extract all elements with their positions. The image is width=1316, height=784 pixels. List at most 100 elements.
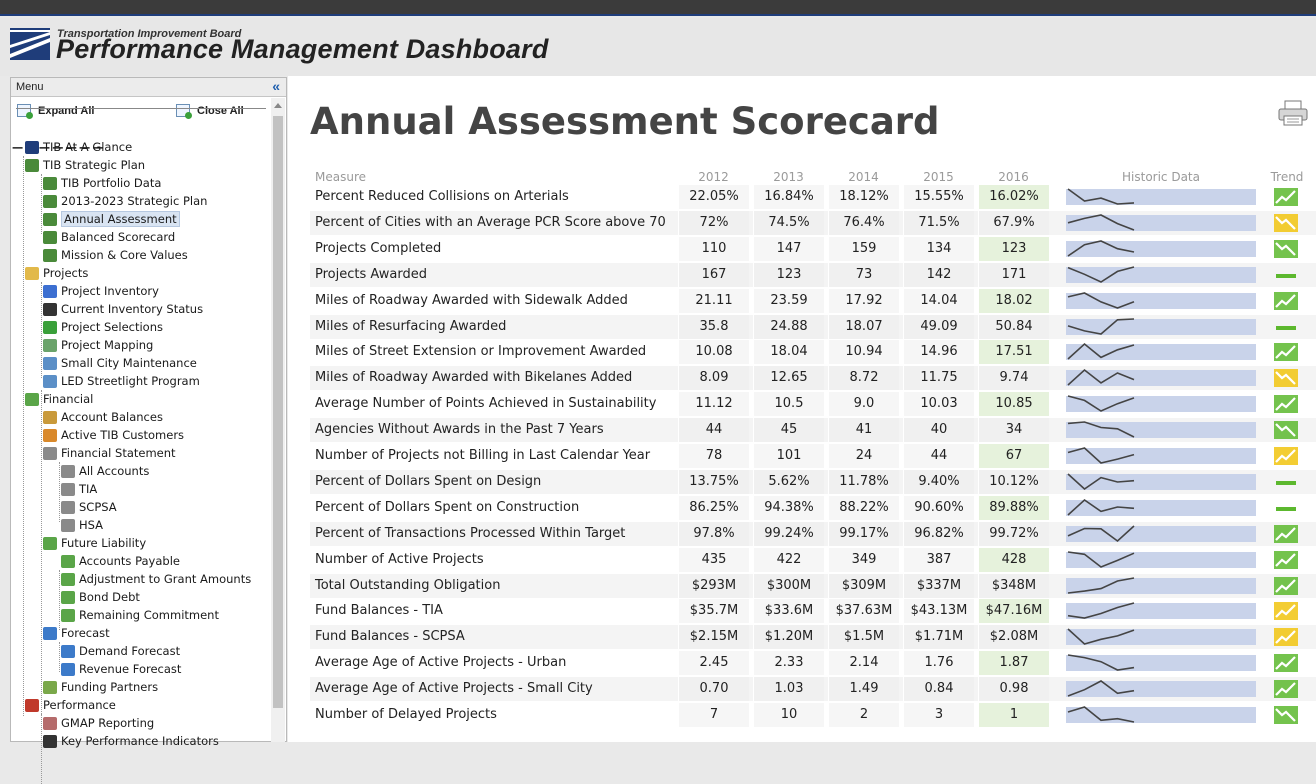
tree-item[interactable]: Account Balances [43, 408, 163, 426]
tree-item[interactable]: Revenue Forecast [61, 660, 181, 678]
tree-item[interactable]: Remaining Commitment [61, 606, 219, 624]
collapse-toggle-icon[interactable]: − [37, 138, 52, 157]
collapse-toggle-icon[interactable]: − [51, 138, 65, 157]
trend-up-icon [1274, 188, 1298, 206]
grid-icon [43, 356, 57, 370]
sparkline-line [1067, 628, 1135, 646]
historic-sparkline [1066, 525, 1256, 542]
sparkline-line [1067, 369, 1135, 386]
app-header: Transportation Improvement Board Perform… [0, 18, 1316, 76]
historic-sparkline [1066, 550, 1256, 568]
tree-item[interactable]: Current Inventory Status [43, 300, 203, 318]
tree-item-label: Revenue Forecast [79, 662, 182, 676]
double-chevron-left-icon[interactable]: « [272, 78, 280, 94]
tree-item[interactable]: Performance [25, 696, 116, 714]
tree-item[interactable]: Project Mapping [43, 336, 153, 354]
value-cell-2012: 86.25% [678, 495, 749, 520]
sparkline-line [1067, 317, 1135, 335]
value-cell-2014: 11.78% [828, 469, 899, 494]
close-all-button[interactable]: Close All [176, 104, 244, 119]
tree-item[interactable]: SCPSA [61, 498, 117, 516]
tree-item[interactable]: Forecast [43, 624, 110, 642]
tree-item[interactable]: Financial Statement [43, 444, 176, 462]
tree-item[interactable]: Projects [25, 264, 88, 282]
tree-item[interactable]: Adjustment to Grant Amounts [61, 570, 251, 588]
tree-item[interactable]: Future Liability [43, 534, 146, 552]
tree-item-label: Mission & Core Values [61, 248, 188, 262]
collapse-toggle-icon[interactable]: − [64, 138, 79, 157]
tree-item[interactable]: Project Selections [43, 318, 163, 336]
value-cell-2012: 72% [678, 210, 749, 235]
document-icon [43, 716, 57, 730]
bank-icon [61, 464, 75, 478]
tree-item[interactable]: All Accounts [61, 462, 149, 480]
value-cell-2015: 90.60% [903, 495, 974, 520]
tree-item[interactable]: TIA [61, 480, 97, 498]
expand-all-button[interactable]: Expand All [17, 104, 94, 119]
sparkline-line [1067, 706, 1135, 723]
plus-circle-icon [43, 320, 57, 334]
tree-item[interactable]: Mission & Core Values [43, 246, 188, 264]
tree-item[interactable]: Annual Assessment [43, 210, 180, 228]
sitemap-icon [43, 176, 57, 190]
value-cell-2016: 10.85 [978, 392, 1049, 417]
scroll-thumb[interactable] [273, 116, 283, 708]
table-row: Percent of Dollars Spent on Construction… [310, 495, 1316, 520]
tree-item[interactable]: Bond Debt [61, 588, 140, 606]
table-row: Miles of Street Extension or Improvement… [310, 340, 1316, 365]
tree-item-label: Adjustment to Grant Amounts [79, 572, 252, 586]
value-cell-2015: 44 [903, 444, 974, 468]
measure-name: Projects Completed [315, 240, 442, 256]
value-cell-2015: 1.76 [903, 651, 974, 676]
value-cell-2013: 12.65 [753, 366, 824, 391]
trend-down-icon [1274, 421, 1298, 440]
tree-item[interactable]: Funding Partners [43, 678, 158, 696]
value-cell-2016: 9.74 [978, 366, 1049, 391]
tree-guide-line [41, 282, 42, 378]
value-cell-2014: 76.4% [828, 210, 899, 235]
tree-item[interactable]: Project Inventory [43, 282, 159, 300]
value-cell-2015: 96.82% [903, 521, 974, 546]
value-cell-2013: 74.5% [753, 210, 824, 235]
tree-item[interactable]: Accounts Payable [61, 552, 180, 570]
money-icon [43, 536, 57, 550]
col-header-measure: Measure [315, 170, 366, 184]
collapse-toggle-icon[interactable]: − [91, 138, 105, 157]
tree-item[interactable]: TIB At A Glance [25, 138, 132, 156]
sparkline-band [1066, 499, 1256, 516]
value-cell-2016: 67 [978, 444, 1049, 468]
tree-item[interactable]: Demand Forecast [61, 642, 180, 660]
sitemap-icon [43, 212, 57, 226]
tree-item[interactable]: TIB Strategic Plan [25, 156, 145, 174]
collapse-toggle-icon[interactable]: − [11, 138, 25, 157]
col-header-2016: 2016 [998, 170, 1029, 184]
tree-item[interactable]: Key Performance Indicators [43, 732, 219, 750]
tree-item-label: Projects [43, 266, 89, 280]
value-cell-2016: 67.9% [978, 210, 1049, 235]
table-row: Fund Balances - TIA $35.7M $33.6M $37.63M $4… [310, 599, 1316, 624]
tree-item[interactable]: GMAP Reporting [43, 714, 154, 732]
tree-item[interactable]: HSA [61, 516, 103, 534]
tree-item[interactable]: LED Streetlight Program [43, 372, 200, 390]
measure-name: Percent of Dollars Spent on Design [315, 473, 542, 489]
sparkline-line [1067, 680, 1135, 697]
menu-toolbar: Expand All Close All [11, 97, 286, 127]
menu-scrollbar[interactable] [271, 98, 285, 742]
page-title: Annual Assessment Scorecard [310, 100, 940, 143]
sparkline-band [1066, 603, 1256, 620]
collapse-toggle-icon[interactable]: − [78, 138, 92, 157]
bank-icon [61, 518, 75, 532]
tree-item[interactable]: Small City Maintenance [43, 354, 197, 372]
tree-item[interactable]: Balanced Scorecard [43, 228, 175, 246]
traffic-light-icon [43, 302, 57, 316]
value-cell-2012: 97.8% [678, 521, 749, 546]
scroll-up-icon[interactable] [274, 103, 282, 108]
sparkline-line [1067, 395, 1135, 413]
printer-icon[interactable] [1278, 100, 1308, 126]
tree-item[interactable]: TIB Portfolio Data [43, 174, 161, 192]
tree-item[interactable]: Active TIB Customers [43, 426, 184, 444]
value-cell-2012: 78 [678, 444, 749, 468]
col-header-2015: 2015 [923, 170, 954, 184]
tree-item[interactable]: 2013-2023 Strategic Plan [43, 192, 207, 210]
tree-item[interactable]: Financial [25, 390, 93, 408]
